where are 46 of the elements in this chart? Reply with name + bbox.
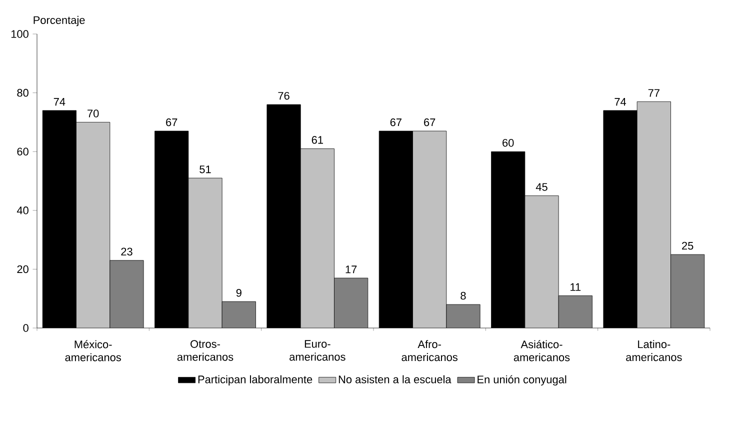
bar — [188, 178, 222, 328]
y-axis-title: Porcentaje — [34, 16, 85, 26]
data-label: 25 — [682, 242, 694, 250]
data-label: 60 — [502, 139, 514, 147]
x-tick-label: Asiático-americanos — [514, 340, 570, 362]
data-label: 61 — [312, 136, 323, 144]
data-label: 67 — [424, 118, 436, 126]
data-label: 9 — [236, 288, 242, 297]
bar — [524, 196, 559, 328]
y-tick-label: 40 — [16, 206, 28, 214]
y-tick-label: 20 — [17, 265, 28, 274]
bar — [670, 254, 705, 328]
y-tick-label: 80 — [17, 88, 28, 97]
y-tick-label: 60 — [17, 148, 28, 156]
data-label: 45 — [536, 183, 548, 191]
data-label: 74 — [54, 98, 66, 106]
bar — [110, 260, 144, 328]
x-tick-label: México-americanos — [65, 340, 121, 362]
data-label: 8 — [460, 292, 466, 300]
data-label: 76 — [278, 92, 290, 100]
data-label: 23 — [121, 248, 132, 256]
x-tick-label: Euro-americanos — [290, 340, 346, 361]
legend-label: Participan laboralmente — [198, 375, 312, 386]
bar — [412, 131, 446, 328]
x-tick-label: Latino-americanos — [626, 340, 682, 362]
data-label: 67 — [166, 118, 178, 126]
bar — [76, 122, 110, 328]
data-label: 11 — [570, 283, 581, 291]
bar — [300, 148, 334, 328]
bar — [636, 101, 671, 328]
bar — [558, 296, 592, 328]
legend-label: No asisten a la escuela — [338, 375, 452, 384]
data-label: 70 — [88, 110, 99, 118]
data-label: 77 — [648, 89, 660, 97]
bar — [446, 304, 480, 328]
bar — [222, 302, 256, 328]
data-label: 67 — [390, 118, 402, 126]
legend-label: En unión conyugal — [478, 375, 566, 386]
data-label: 51 — [200, 166, 211, 174]
y-tick-label: 0 — [23, 324, 28, 332]
x-tick-label: Afro-americanos — [402, 340, 458, 362]
y-tick-label: 100 — [11, 30, 28, 38]
x-tick-label: Otros-americanos — [177, 340, 234, 361]
data-label: 17 — [346, 266, 357, 274]
data-label: 74 — [614, 98, 626, 106]
bar — [334, 278, 368, 328]
